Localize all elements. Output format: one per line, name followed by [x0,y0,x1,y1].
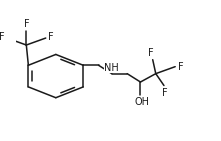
Text: F: F [162,88,168,98]
Text: OH: OH [135,97,150,107]
Text: F: F [0,32,4,42]
Text: F: F [148,48,153,58]
Text: F: F [23,19,29,29]
Text: F: F [48,32,54,42]
Text: NH: NH [105,63,119,73]
Text: F: F [178,62,183,72]
